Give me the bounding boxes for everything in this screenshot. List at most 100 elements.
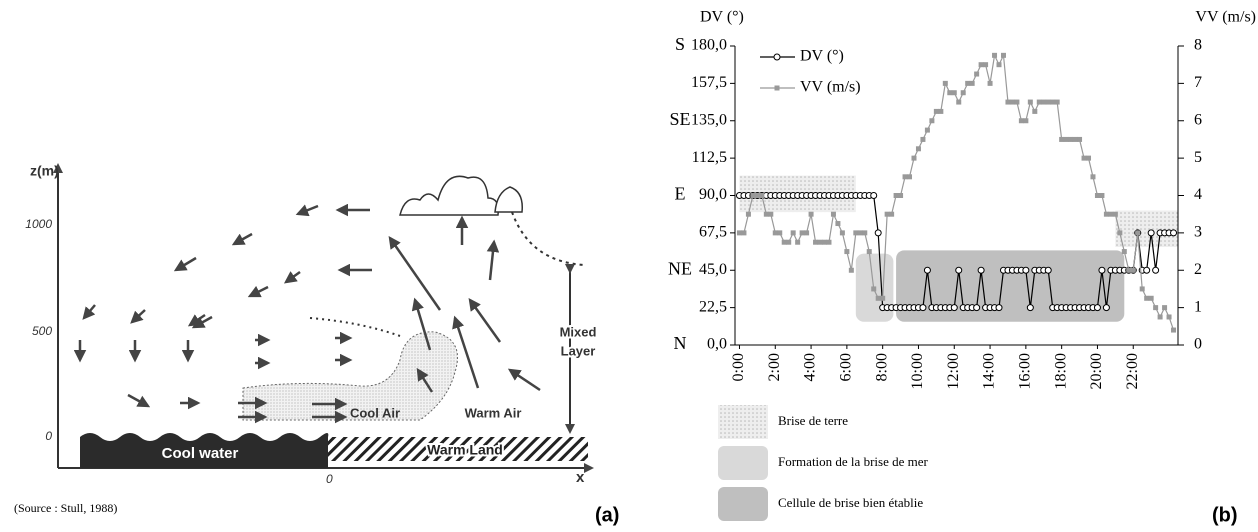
mixed-layer-label: Mixed xyxy=(560,324,597,339)
point xyxy=(880,295,886,301)
panel-label: (b) xyxy=(1212,504,1238,526)
point xyxy=(919,304,927,312)
mixed-layer-label: Layer xyxy=(561,343,596,358)
point xyxy=(929,118,935,124)
point xyxy=(915,146,921,152)
y2-axis-title: VV (m/s) xyxy=(1195,9,1256,26)
point xyxy=(898,193,904,198)
point xyxy=(1086,155,1092,161)
point xyxy=(862,230,868,236)
flow-arrow xyxy=(416,367,434,393)
point xyxy=(804,230,810,236)
point xyxy=(960,90,966,96)
point xyxy=(996,62,1002,68)
point xyxy=(821,239,827,245)
y-tick-label: 135,0 xyxy=(691,111,727,128)
y-tick-label: 22,5 xyxy=(699,298,727,315)
y-tick-name: SE xyxy=(669,109,690,129)
point xyxy=(893,193,899,198)
water-label: Cool water xyxy=(162,445,239,462)
legend-marker xyxy=(774,85,780,91)
point xyxy=(1077,136,1083,142)
y2-tick-label: 8 xyxy=(1194,37,1202,54)
cloud xyxy=(399,175,500,216)
x-tick-label: 10:00 xyxy=(909,353,926,389)
z-tick: 500 xyxy=(32,324,52,338)
point xyxy=(1018,118,1024,124)
y-tick-label: 67,5 xyxy=(699,224,727,241)
y2-tick-label: 6 xyxy=(1194,111,1202,128)
point xyxy=(947,90,953,96)
warm-air-label: Warm Air xyxy=(465,405,522,420)
cool-air-label: Cool Air xyxy=(350,405,400,420)
point xyxy=(965,80,971,86)
point xyxy=(1108,211,1114,217)
point xyxy=(987,80,993,86)
point xyxy=(1166,314,1172,320)
y-axis-title: DV (°) xyxy=(700,9,744,26)
point xyxy=(1135,230,1141,236)
y2-tick-label: 4 xyxy=(1194,186,1202,203)
point xyxy=(835,221,841,227)
y2-tick-label: 2 xyxy=(1194,261,1202,278)
x-tick-label: 14:00 xyxy=(981,353,998,389)
dotted-boundary xyxy=(511,211,586,266)
z-tick: 0 xyxy=(45,429,52,443)
point xyxy=(1023,118,1029,124)
point xyxy=(763,211,769,217)
point xyxy=(977,266,985,274)
x-tick-label: 20:00 xyxy=(1088,353,1105,389)
point xyxy=(1059,136,1065,142)
region-legend-label: Formation de la brise de mer xyxy=(778,454,928,469)
point xyxy=(933,108,939,114)
point xyxy=(950,304,958,312)
point xyxy=(907,174,913,180)
point xyxy=(1005,99,1011,105)
x-tick-label: 0:00 xyxy=(730,353,747,381)
x-tick-label: 4:00 xyxy=(802,353,819,381)
point xyxy=(1143,266,1151,274)
point xyxy=(1022,266,1030,274)
flow-arrow xyxy=(468,297,502,343)
x-label: x xyxy=(576,469,585,486)
flow-arrow xyxy=(411,297,432,351)
region-legend-swatch xyxy=(718,487,768,521)
flow-arrow xyxy=(452,315,480,389)
dotted-boundary xyxy=(309,317,401,337)
point xyxy=(974,71,980,77)
point xyxy=(1000,52,1006,58)
point xyxy=(1130,267,1136,273)
point xyxy=(768,211,774,217)
point xyxy=(1098,266,1106,274)
point xyxy=(983,62,989,68)
point xyxy=(866,249,872,255)
point xyxy=(1153,305,1159,311)
point xyxy=(875,295,881,301)
flow-arrow xyxy=(486,239,500,281)
y2-tick-label: 5 xyxy=(1194,149,1202,166)
point xyxy=(920,136,926,142)
x-tick-label: 6:00 xyxy=(838,353,855,381)
point xyxy=(951,90,957,96)
land xyxy=(328,437,588,461)
point xyxy=(754,193,760,198)
point xyxy=(1036,99,1042,105)
point xyxy=(1102,304,1110,312)
y-tick-name: N xyxy=(674,333,687,353)
point xyxy=(978,62,984,68)
region xyxy=(896,250,1125,322)
y2-tick-label: 7 xyxy=(1194,74,1202,91)
flow-arrow xyxy=(388,235,442,311)
x-tick-label: 18:00 xyxy=(1052,353,1069,389)
point xyxy=(1162,305,1168,311)
point xyxy=(813,239,819,245)
point xyxy=(874,229,882,237)
y-tick-label: 0,0 xyxy=(707,336,727,353)
flow-arrow xyxy=(187,313,206,327)
point xyxy=(1072,136,1078,142)
y2-tick-label: 1 xyxy=(1194,298,1202,315)
point xyxy=(1126,267,1132,273)
flow-arrow xyxy=(82,304,96,320)
point xyxy=(786,239,792,245)
